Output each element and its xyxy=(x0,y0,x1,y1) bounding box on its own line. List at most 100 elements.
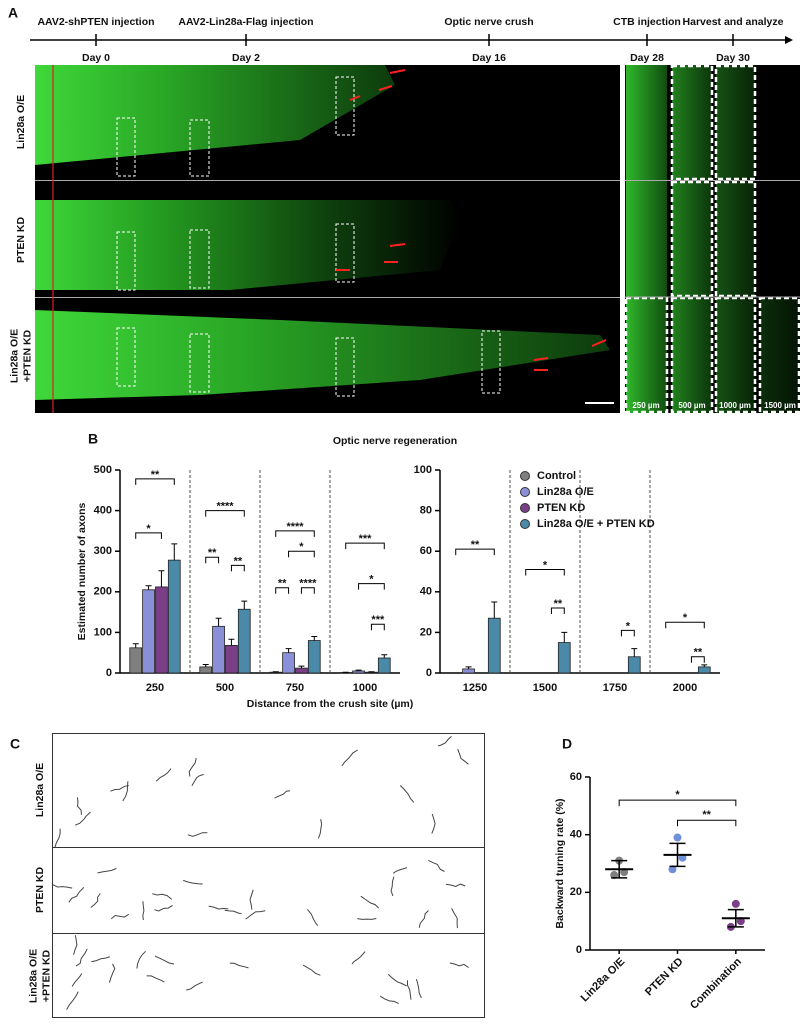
bar xyxy=(225,644,238,674)
axon-trace xyxy=(90,893,101,908)
axon-trace xyxy=(155,768,172,782)
error-bar xyxy=(158,570,165,587)
axon-trace xyxy=(307,909,319,926)
axon-trace xyxy=(360,895,380,909)
bar xyxy=(199,666,213,674)
y-tick-label: 60 xyxy=(420,545,432,557)
axon-trace xyxy=(302,964,321,976)
significance-label: * xyxy=(369,574,374,586)
significance-label: * xyxy=(675,789,680,801)
data-point xyxy=(731,899,740,908)
axon-trace xyxy=(52,884,73,889)
axon-trace xyxy=(428,859,445,872)
error-bar xyxy=(491,601,498,619)
x-tick-label: 250 xyxy=(146,682,164,694)
error-bar xyxy=(311,635,318,641)
significance-label: * xyxy=(146,523,151,535)
bar xyxy=(627,656,641,674)
x-tick-label: 1000 xyxy=(353,682,377,694)
axon-trace xyxy=(186,981,203,991)
error-bar xyxy=(701,664,708,667)
y-tick-label: 200 xyxy=(94,586,112,598)
legend-label: Lin28a O/E xyxy=(537,486,594,498)
bar xyxy=(307,640,321,674)
significance-bracket xyxy=(370,623,385,631)
bar xyxy=(129,647,143,674)
significance-bracket xyxy=(665,621,705,629)
bar xyxy=(212,625,225,674)
x-tick-label: 1250 xyxy=(463,682,487,694)
significance-bracket xyxy=(205,556,220,564)
y-tick-label: 0 xyxy=(106,667,112,679)
significance-label: ** xyxy=(151,469,160,481)
x-tick-label: Lin28a O/E xyxy=(579,956,628,1005)
axon-trace xyxy=(75,948,88,967)
axon-trace xyxy=(136,950,146,969)
significance-label: *** xyxy=(371,614,385,626)
error-bar xyxy=(202,663,209,667)
significance-bracket xyxy=(300,587,315,594)
axon-trace xyxy=(66,991,79,1010)
bar xyxy=(365,671,378,674)
y-tick-label: 0 xyxy=(426,667,432,679)
nerve xyxy=(35,310,610,400)
axon-trace xyxy=(154,904,173,912)
axon-trace xyxy=(154,955,175,965)
panel-label: C xyxy=(10,736,20,752)
bar xyxy=(155,586,168,674)
axon-trace xyxy=(208,905,229,910)
bar xyxy=(462,668,475,674)
x-tick-label: Combination xyxy=(688,955,744,1011)
axon-trace xyxy=(73,935,78,955)
significance-bracket xyxy=(455,548,495,556)
significance-bracket xyxy=(275,530,315,537)
error-bar xyxy=(241,600,248,610)
trace-box xyxy=(52,733,485,1018)
bar xyxy=(167,559,181,674)
y-tick-label: 40 xyxy=(420,586,432,598)
y-tick-label: 0 xyxy=(576,944,582,956)
significance-label: **** xyxy=(216,501,234,513)
axon-trace xyxy=(399,785,415,803)
significance-label: **** xyxy=(286,521,304,533)
x-tick-label: 750 xyxy=(286,682,304,694)
error-bar xyxy=(298,665,305,669)
axon-trace xyxy=(187,832,208,837)
significance-label: ** xyxy=(234,555,243,567)
axon-trace xyxy=(188,757,197,777)
axon-trace xyxy=(379,995,399,1005)
significance-label: * xyxy=(683,612,688,624)
x-tick-label: 500 xyxy=(216,682,234,694)
error-bar xyxy=(215,617,222,627)
row-label: +PTEN KD xyxy=(21,329,33,382)
legend-label: PTEN KD xyxy=(537,502,585,514)
axon-trace xyxy=(390,876,395,897)
legend-swatch xyxy=(520,503,530,513)
day-label: Day 28 xyxy=(630,52,664,64)
bar xyxy=(487,617,501,674)
event-label: AAV2-shPTEN injection xyxy=(37,16,154,28)
panel-label: A xyxy=(8,5,18,21)
y-tick-label: 500 xyxy=(94,464,112,476)
significance-bracket xyxy=(135,478,175,485)
y-tick-label: 60 xyxy=(570,771,582,783)
y-axis-label: Backward turning rate (%) xyxy=(554,798,566,928)
axon-trace xyxy=(152,893,173,900)
data-point xyxy=(673,833,682,842)
y-tick-label: 80 xyxy=(420,505,432,517)
axon-trace xyxy=(449,962,469,968)
x-tick-label: PTEN KD xyxy=(643,956,686,999)
panel-c xyxy=(52,733,485,1018)
axon-trace xyxy=(122,781,129,802)
row-label: Lin28a O/E xyxy=(8,329,20,383)
legend-swatch xyxy=(520,471,530,481)
panel-label: D xyxy=(562,736,572,752)
significance-label: ** xyxy=(278,578,287,590)
axon-trace xyxy=(451,908,458,929)
chart-title: Optic nerve regeneration xyxy=(333,435,457,447)
significance-bracket xyxy=(230,564,245,572)
row-label: +PTEN KD xyxy=(40,949,52,1002)
significance-bracket xyxy=(275,587,290,594)
row-label: PTEN KD xyxy=(34,867,46,914)
y-tick-label: 20 xyxy=(420,626,432,638)
